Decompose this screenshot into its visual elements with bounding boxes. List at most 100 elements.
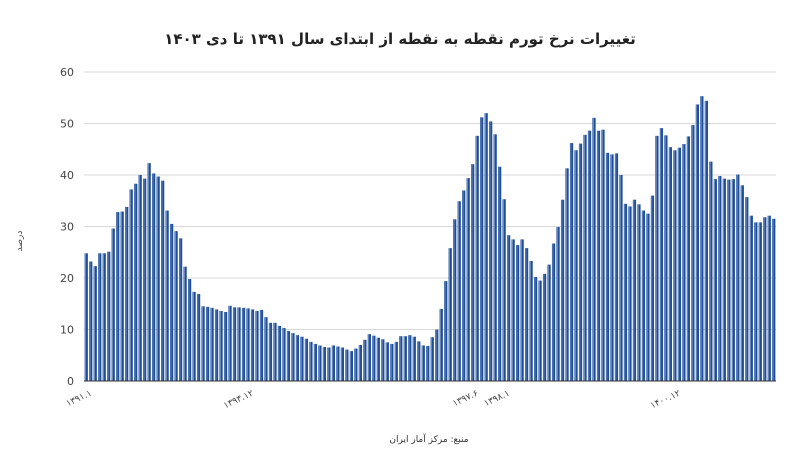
bar-highlight <box>637 204 639 381</box>
bar <box>93 266 97 381</box>
bar <box>507 235 511 381</box>
bar-highlight <box>750 215 751 381</box>
bar-highlight <box>633 199 635 381</box>
bar <box>394 341 398 381</box>
bar-highlight <box>552 243 554 381</box>
bar-highlight <box>480 117 482 381</box>
bar-highlight <box>211 307 212 381</box>
bar <box>457 201 461 381</box>
bar-highlight <box>718 176 720 381</box>
bar <box>327 347 331 381</box>
bar <box>727 179 731 381</box>
x-tick-label: ۱۳۹۱.۱ <box>65 389 94 409</box>
bar-highlight <box>354 348 356 381</box>
bar <box>241 307 246 381</box>
y-tick-label: 20 <box>60 272 74 285</box>
bar <box>125 206 129 381</box>
bar <box>709 161 713 381</box>
bar-highlight <box>309 341 311 381</box>
bar <box>619 175 623 381</box>
bar-highlight <box>314 343 316 381</box>
bar <box>417 341 421 381</box>
bar <box>408 335 412 381</box>
bar <box>228 305 232 381</box>
bar <box>345 349 349 381</box>
bar <box>489 121 493 381</box>
x-tick-label: ۱۳۹۸.۱ <box>483 389 512 409</box>
bar <box>565 168 569 381</box>
bar <box>668 147 673 381</box>
bar-highlight <box>300 336 302 381</box>
bar <box>439 308 443 381</box>
bar <box>399 336 403 381</box>
bar <box>722 178 726 381</box>
bar-highlight <box>336 346 338 381</box>
bar-highlight <box>386 342 387 382</box>
bar-highlight <box>525 248 527 381</box>
bar <box>331 345 336 381</box>
bar-highlight <box>242 307 244 381</box>
bar <box>740 185 744 381</box>
bar <box>309 341 313 381</box>
bar <box>587 130 592 381</box>
bar <box>754 222 758 381</box>
bar <box>219 310 223 381</box>
bar-highlight <box>673 150 675 381</box>
bar-highlight <box>332 345 334 381</box>
bar-highlight <box>152 173 154 381</box>
bar-highlight <box>579 143 581 381</box>
bar-highlight <box>255 310 257 381</box>
bar-highlight <box>359 344 361 381</box>
bar <box>116 212 120 381</box>
bar <box>686 136 690 382</box>
bar <box>107 251 111 381</box>
bar <box>98 253 102 381</box>
bar-highlight <box>381 339 383 381</box>
bar <box>448 248 452 381</box>
bar-highlight <box>404 336 405 381</box>
bar <box>111 228 115 381</box>
bar <box>493 134 497 381</box>
bar <box>596 130 601 381</box>
bar-highlight <box>588 130 590 381</box>
bar <box>129 189 133 381</box>
bar <box>682 144 686 381</box>
bar <box>664 135 668 381</box>
y-tick-label: 40 <box>60 169 74 182</box>
bar <box>147 163 151 381</box>
bar-highlight <box>305 338 307 381</box>
bar <box>187 279 192 381</box>
bar <box>390 343 394 381</box>
bar <box>250 309 255 381</box>
y-tick-label: 60 <box>60 66 74 79</box>
bar-highlight <box>161 180 163 381</box>
bar <box>264 317 268 381</box>
bar-highlight <box>273 322 275 381</box>
bar-highlight <box>175 231 176 381</box>
bar <box>282 327 286 381</box>
bar-highlight <box>103 253 104 381</box>
bar-highlight <box>139 175 140 381</box>
bar-highlight <box>516 245 518 381</box>
bar <box>749 215 753 381</box>
bar-highlight <box>278 325 280 381</box>
bar <box>237 307 241 381</box>
bar <box>614 153 619 381</box>
y-tick-label: 30 <box>60 221 74 234</box>
bar-highlight <box>282 327 284 381</box>
bar <box>178 238 183 381</box>
bar-highlight <box>669 147 671 381</box>
bar <box>318 345 322 381</box>
bar <box>745 197 749 381</box>
bar <box>592 117 596 381</box>
bar <box>430 337 434 381</box>
bar <box>84 253 88 381</box>
bar <box>134 183 138 381</box>
bar-highlight <box>179 238 181 381</box>
bar-highlight <box>251 309 253 381</box>
bar <box>156 176 160 381</box>
bar-highlight <box>368 334 370 381</box>
bar <box>165 210 169 381</box>
bar <box>695 104 699 381</box>
bar <box>610 154 614 381</box>
